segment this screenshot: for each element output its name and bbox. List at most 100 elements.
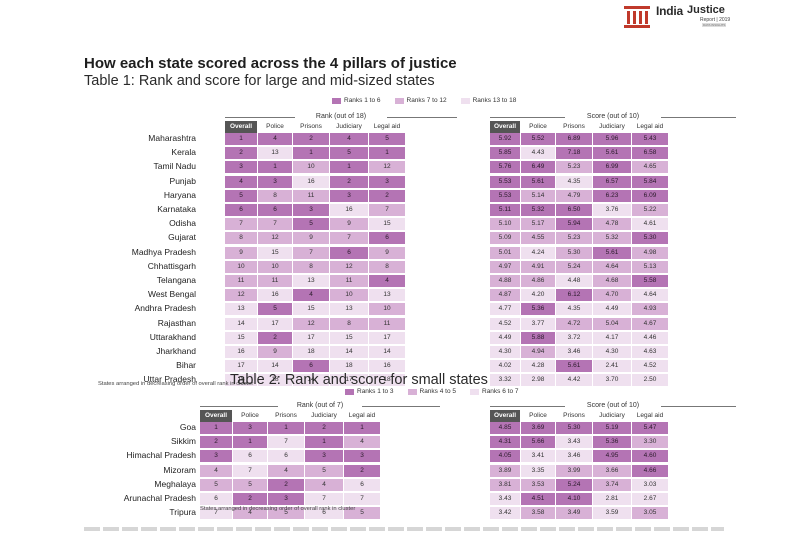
- score-cell: 3.42: [490, 507, 520, 520]
- score-cell: 3.76: [593, 204, 631, 217]
- score-header-cell: Prisons: [563, 122, 585, 130]
- score-cell: 4.65: [632, 161, 668, 174]
- table2-note: States arranged in decreasing order of o…: [200, 506, 356, 512]
- rank-cell: 2: [344, 464, 380, 477]
- rank-cell: 7: [293, 246, 329, 259]
- rank-cell: 1: [369, 147, 405, 160]
- table2-score-table: Overall Police Prisons Judiciary Legal aid 4.…: [490, 409, 669, 520]
- legend-item-mid: Ranks 4 to 5: [407, 388, 456, 395]
- rank-cell: 1: [268, 422, 304, 435]
- table-row: 8 12 9 7 6: [225, 231, 406, 245]
- legend-label: Ranks 1 to 6: [344, 97, 381, 104]
- rank-cell: 13: [293, 274, 329, 287]
- table-row: 4 3 16 2 3: [225, 175, 406, 189]
- rank-cell: 4: [305, 478, 343, 491]
- score-cell: 7.18: [556, 147, 592, 160]
- score-cell: 5.04: [593, 317, 631, 330]
- rank-group-label: Rank (out of 7): [296, 402, 344, 409]
- rank-cell: 12: [225, 289, 257, 302]
- rank-cell: 7: [233, 464, 267, 477]
- table-row: 2 13 1 5 1: [225, 146, 406, 160]
- score-cell: 3.66: [593, 464, 631, 477]
- table-row: 5.92 5.52 6.89 5.96 5.43: [490, 132, 669, 146]
- score-cell: 2.41: [593, 360, 631, 373]
- score-cell: 4.49: [593, 303, 631, 316]
- score-cell: 4.77: [490, 303, 520, 316]
- rank-cell: 8: [293, 260, 329, 273]
- state-name: Meghalaya: [154, 478, 196, 489]
- score-cell: 4.24: [521, 246, 555, 259]
- score-cell: 3.77: [521, 317, 555, 330]
- rank-cell: 4: [344, 436, 380, 449]
- rank-cell: 3: [225, 161, 257, 174]
- score-header-row: Overall Police Prisons Judiciary Legal aid: [490, 409, 669, 422]
- score-cell: 4.87: [490, 289, 520, 302]
- rank-header-cell: Prisons: [275, 411, 297, 419]
- rank-cell: 7: [305, 493, 343, 506]
- table1-score-group-title: Score (out of 10): [490, 113, 736, 120]
- rank-cell: 7: [330, 232, 368, 245]
- rank-cell: 15: [293, 303, 329, 316]
- score-cell: 4.30: [593, 345, 631, 358]
- logo-text-justice: Justice: [687, 4, 725, 16]
- table-row: 4.49 5.88 3.72 4.17 4.46: [490, 331, 669, 345]
- logo-text-india: India: [656, 4, 684, 18]
- table-row: 17 14 6 18 16: [225, 359, 406, 373]
- rank-cell: 17: [258, 317, 292, 330]
- legend-label: Ranks 6 to 7: [482, 388, 519, 395]
- rank-cell: 8: [330, 317, 368, 330]
- rank-header-row: Overall Police Prisons Judiciary Legal aid: [225, 120, 406, 133]
- table-row: 11 11 13 11 4: [225, 274, 406, 288]
- table1-score-table: Overall Police Prisons Judiciary Legal aid 5.…: [490, 120, 669, 387]
- score-cell: 3.43: [556, 436, 592, 449]
- state-name: Chhattisgarh: [147, 260, 196, 271]
- state-name: Rajasthan: [157, 317, 196, 328]
- rank-cell: 3: [258, 175, 292, 188]
- score-cell: 5.30: [556, 246, 592, 259]
- table-row: 3.89 3.35 3.99 3.66 4.66: [490, 464, 669, 478]
- rank-cell: 1: [225, 133, 257, 146]
- score-cell: 4.31: [490, 436, 520, 449]
- score-header-cell: Prisons: [563, 411, 585, 419]
- table-row: 5.53 5.61 4.35 6.57 5.84: [490, 175, 669, 189]
- rank-cell: 5: [200, 478, 232, 491]
- score-cell: 4.17: [593, 331, 631, 344]
- rank-cell: 6: [293, 360, 329, 373]
- score-cell: 5.47: [632, 422, 668, 435]
- state-name: Himachal Pradesh: [126, 450, 196, 461]
- table-row: 4.87 4.20 6.12 4.70 4.64: [490, 288, 669, 302]
- rank-cell: 4: [369, 274, 405, 287]
- rank-cell: 7: [258, 218, 292, 231]
- score-group-label: Score (out of 10): [586, 113, 640, 120]
- table-row: 4.30 4.94 3.46 4.30 4.63: [490, 345, 669, 359]
- legend-item-dark: Ranks 1 to 6: [332, 97, 381, 104]
- rank-cell: 12: [293, 317, 329, 330]
- legend-swatch: [345, 388, 354, 395]
- score-header-cell: Overall: [490, 409, 520, 422]
- rank-group-label: Rank (out of 18): [315, 113, 367, 120]
- rank-header-cell: Police: [241, 411, 259, 419]
- rank-cell: 2: [200, 436, 232, 449]
- rank-cell: 5: [344, 507, 380, 520]
- rank-cell: 17: [225, 360, 257, 373]
- table1-rank-table: Overall Police Prisons Judiciary Legal aid 1 4…: [225, 120, 406, 387]
- score-header-cell: Legal aid: [636, 122, 664, 130]
- rank-cell: 11: [369, 317, 405, 330]
- rank-cell: 11: [330, 274, 368, 287]
- legend-swatch: [460, 97, 470, 104]
- state-name: Punjab: [169, 175, 196, 186]
- rank-cell: 4: [293, 289, 329, 302]
- score-cell: 5.53: [490, 189, 520, 202]
- score-cell: 6.99: [593, 161, 631, 174]
- legend-label: Ranks 1 to 3: [357, 388, 394, 395]
- score-cell: 4.91: [521, 260, 555, 273]
- rank-cell: 13: [330, 303, 368, 316]
- rank-cell: 5: [225, 189, 257, 202]
- score-cell: 3.72: [556, 331, 592, 344]
- score-cell: 5.30: [632, 232, 668, 245]
- rank-cell: 15: [330, 331, 368, 344]
- rank-cell: 1: [233, 436, 267, 449]
- state-name: Jharkhand: [156, 346, 196, 356]
- score-cell: 4.86: [521, 274, 555, 287]
- score-cell: 4.70: [593, 289, 631, 302]
